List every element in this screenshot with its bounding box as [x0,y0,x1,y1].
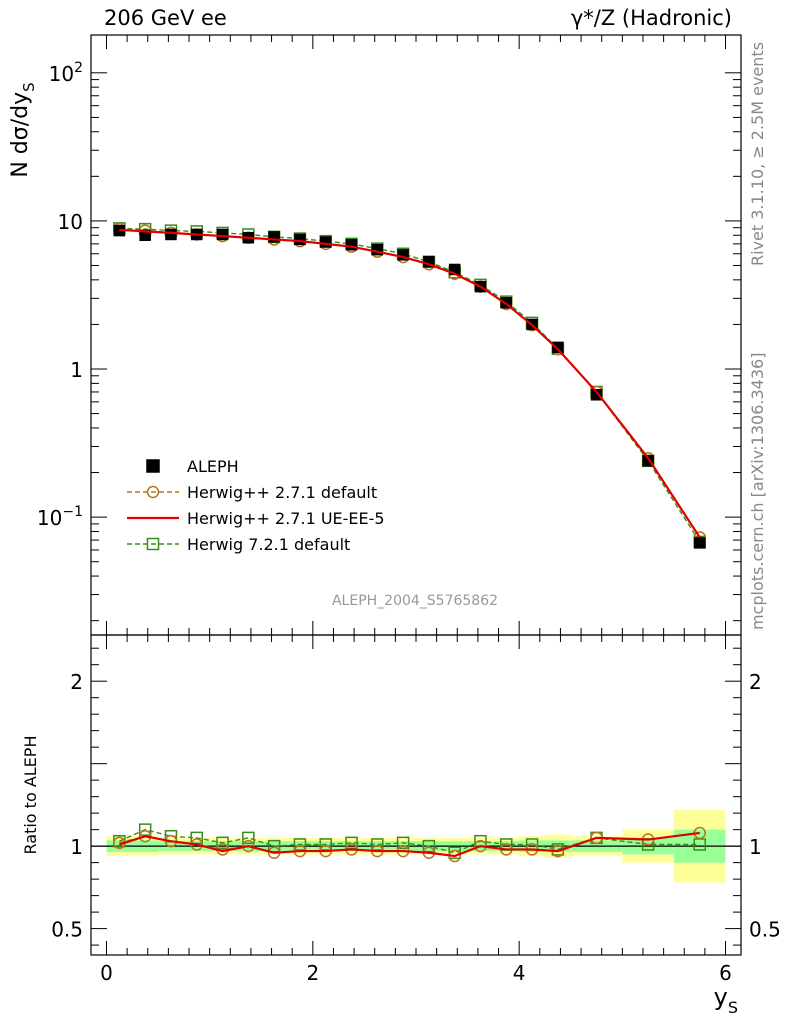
x-axis-label-subscript: S [728,998,738,1017]
ratio-y-tick-label: 1 [70,835,83,859]
y-tick-exponent: 2 [74,60,83,76]
ratio-y-tick-label-right: 0.5 [749,918,781,942]
x-tick-label: 2 [306,961,319,985]
legend-marker-aleph [146,459,160,473]
legend-marker-herwig72-default [146,537,160,551]
data-point-aleph [268,231,280,243]
data-point-aleph [345,239,358,251]
data-point-aleph [319,236,332,248]
ratio-y-tick-label-right: 1 [749,835,762,859]
ratio-y-tick-label-right: 2 [749,670,762,694]
y-axis-label: N dσ/dyS [8,82,38,177]
ratio-marker-herwig72-default [242,831,255,845]
ratio-panel-frame [90,634,742,956]
y-tick-label: 10 [58,210,83,234]
data-point-aleph [590,389,603,401]
legend-label: Herwig++ 2.7.1 default [187,483,377,502]
y-tick-label: 1 [70,358,83,382]
legend-label: Herwig++ 2.7.1 UE-EE-5 [187,509,385,528]
data-point-aleph [552,341,564,354]
header-right-title: γ*/Z (Hadronic) [570,6,732,30]
ratio-y-tick-label: 0.5 [51,918,83,942]
data-point-aleph [294,233,306,246]
ratio-marker-herwig72-default [396,836,410,850]
x-tick-label: 6 [719,961,732,985]
y-axis-label-subscript: S [20,82,38,92]
header-left-title: 206 GeV ee [104,6,227,30]
analysis-id-label: ALEPH_2004_S5765862 [332,593,498,609]
data-point-aleph [165,228,177,241]
data-point-aleph [216,228,229,241]
series-line-herwigpp-ueee5 [119,228,701,538]
ratio-y-axis-label: Ratio to ALEPH [21,736,40,855]
ratio-line-herwig72-default [119,828,700,854]
x-tick-label: 0 [100,961,113,985]
data-point-aleph [642,455,654,467]
y-tick-label: 10−1 [37,504,83,530]
legend-label: Herwig 7.2.1 default [187,535,350,554]
x-tick-label: 4 [513,961,526,985]
x-axis-label: yS [714,983,738,1017]
data-point-aleph [397,249,409,261]
ratio-marker-herwig72-default [216,836,229,850]
y-tick-label: 102 [49,60,83,86]
legend-label: ALEPH [187,457,239,476]
data-point-aleph [693,537,706,549]
y-tick-exponent: −1 [62,504,83,520]
ratio-y-tick-label: 2 [70,670,83,694]
ratio-marker-herwig72-default [448,846,461,859]
legend-marker-herwigpp-default [146,485,160,499]
ratio-line-herwigpp-ueee5 [119,831,700,858]
